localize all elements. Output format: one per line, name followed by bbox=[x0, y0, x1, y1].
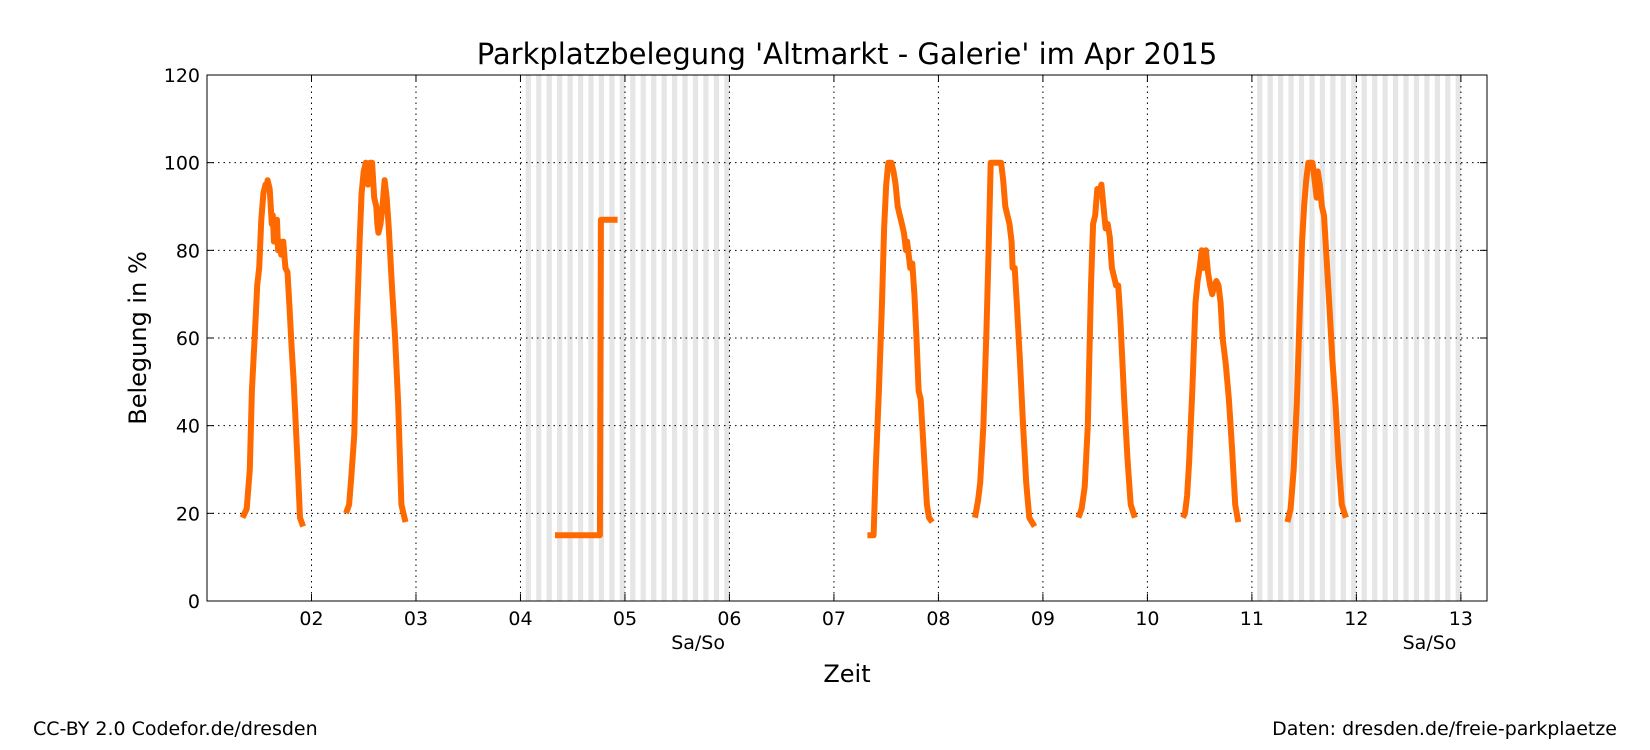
weekend-stripe bbox=[588, 75, 594, 601]
x-tick-label: 13 bbox=[1449, 608, 1473, 630]
source-footer: Daten: dresden.de/freie-parkplaetze bbox=[1272, 718, 1617, 740]
occupancy-line bbox=[1075, 181, 1138, 519]
weekend-stripe bbox=[724, 75, 730, 601]
weekend-label: Sa/So bbox=[1403, 632, 1457, 654]
series-layer bbox=[239, 159, 1349, 539]
weekend-stripe bbox=[630, 75, 636, 601]
weekend-stripe bbox=[1309, 75, 1315, 601]
y-tick-label: 120 bbox=[164, 65, 200, 87]
x-tick-label: 09 bbox=[1031, 608, 1055, 630]
weekend-shading bbox=[525, 75, 1461, 601]
y-tick-label: 20 bbox=[176, 503, 200, 525]
weekend-stripe bbox=[682, 75, 688, 601]
weekend-stripe bbox=[1434, 75, 1440, 601]
x-tick-label: 10 bbox=[1135, 608, 1159, 630]
x-tick-label: 11 bbox=[1240, 608, 1264, 630]
weekend-stripe bbox=[1340, 75, 1346, 601]
x-tick-label: 03 bbox=[404, 608, 428, 630]
x-tick-label: 06 bbox=[717, 608, 741, 630]
weekend-stripe bbox=[1455, 75, 1461, 601]
weekend-stripe bbox=[1445, 75, 1451, 601]
chart-title: Parkplatzbelegung 'Altmarkt - Galerie' i… bbox=[477, 37, 1218, 71]
weekend-stripe bbox=[577, 75, 584, 601]
license-footer: CC-BY 2.0 Codefor.de/dresden bbox=[33, 718, 318, 740]
occupancy-line bbox=[1180, 247, 1242, 523]
x-tick-label: 04 bbox=[508, 608, 532, 630]
x-tick-label: 05 bbox=[613, 608, 637, 630]
occupancy-line bbox=[239, 177, 306, 528]
weekend-stripe bbox=[525, 75, 531, 601]
occupancy-line bbox=[1284, 159, 1349, 523]
weekend-stripe bbox=[703, 75, 709, 601]
weekend-stripe bbox=[713, 75, 719, 601]
weekend-stripe bbox=[1319, 75, 1326, 601]
x-axis-label: Zeit bbox=[823, 660, 870, 688]
weekend-stripe bbox=[536, 75, 542, 601]
weekend-stripe bbox=[640, 75, 646, 601]
x-tick-label: 02 bbox=[299, 608, 323, 630]
x-tick-label: 08 bbox=[926, 608, 950, 630]
plot-frame bbox=[206, 74, 1488, 602]
weekend-stripe bbox=[1424, 75, 1430, 601]
weekend-stripe bbox=[1257, 75, 1263, 601]
x-tick-label: 07 bbox=[822, 608, 846, 630]
y-tick-label: 80 bbox=[176, 240, 200, 262]
occupancy-line bbox=[867, 159, 935, 539]
weekend-stripe bbox=[1413, 75, 1420, 601]
y-tick-label: 40 bbox=[176, 416, 200, 438]
weekend-stripe bbox=[1267, 75, 1273, 601]
y-tick-label: 60 bbox=[176, 328, 200, 350]
occupancy-line bbox=[343, 159, 409, 523]
y-axis-label: Belegung in % bbox=[124, 251, 152, 425]
weekend-stripe bbox=[1351, 75, 1357, 601]
weekend-stripe bbox=[609, 75, 615, 601]
weekend-stripe bbox=[619, 75, 625, 601]
occupancy-line bbox=[972, 159, 1038, 529]
weekend-stripe bbox=[1372, 75, 1378, 601]
occupancy-line bbox=[555, 216, 618, 539]
x-tick-label: 12 bbox=[1344, 608, 1368, 630]
grid bbox=[207, 74, 1487, 601]
weekend-label: Sa/So bbox=[671, 632, 725, 654]
weekend-stripe bbox=[1361, 75, 1367, 601]
y-tick-label: 0 bbox=[188, 591, 200, 613]
y-tick-label: 100 bbox=[164, 153, 200, 175]
weekend-stripe bbox=[692, 75, 699, 601]
